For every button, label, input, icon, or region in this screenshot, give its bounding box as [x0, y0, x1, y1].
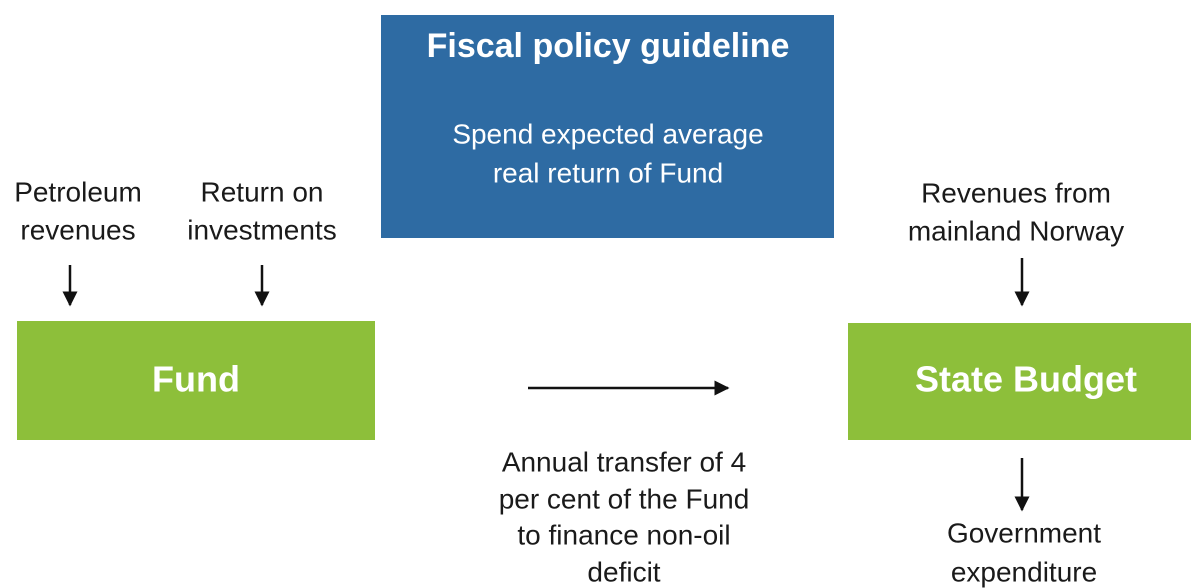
transfer-text: to finance non-oil: [517, 519, 730, 550]
budget-output: Government: [947, 517, 1101, 548]
input-label: revenues: [20, 214, 135, 245]
budget-input: mainland Norway: [908, 215, 1124, 246]
transfer-text: deficit: [587, 556, 660, 587]
budget-label: State Budget: [915, 359, 1137, 400]
guideline-box: [381, 15, 834, 238]
input-label: investments: [187, 214, 336, 245]
fund-box: [17, 321, 375, 440]
budget-input: Revenues from: [921, 177, 1111, 208]
fund-label: Fund: [152, 359, 240, 400]
input-label: Petroleum: [14, 176, 142, 207]
transfer-text: Annual transfer of 4: [502, 446, 746, 477]
transfer-text: per cent of the Fund: [499, 483, 750, 514]
guideline-text: real return of Fund: [493, 157, 723, 188]
input-label: Return on: [201, 176, 324, 207]
guideline-title: Fiscal policy guideline: [427, 27, 790, 65]
budget-box: [848, 323, 1191, 440]
guideline-text: Spend expected average: [452, 118, 763, 149]
budget-output: expenditure: [951, 556, 1097, 587]
